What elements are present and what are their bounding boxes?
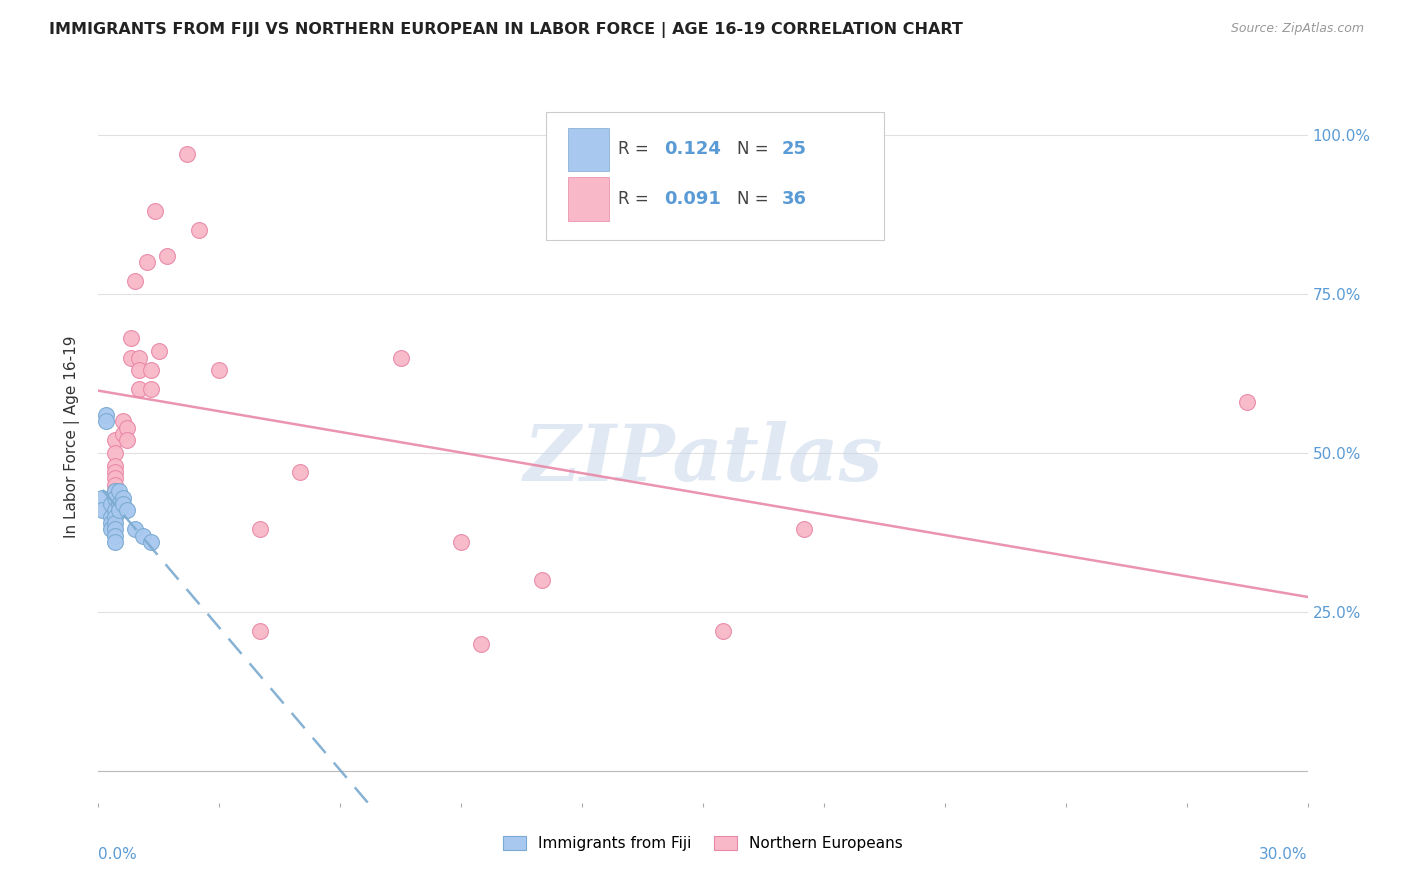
Text: 36: 36: [782, 190, 807, 208]
Point: [91, 491, 114, 505]
Point: [128, 383, 150, 397]
Point: [120, 351, 142, 365]
Point: [100, 522, 122, 536]
Point: [450, 535, 472, 549]
FancyBboxPatch shape: [546, 112, 884, 240]
Point: [124, 274, 146, 288]
Point: [176, 147, 198, 161]
Point: [107, 503, 129, 517]
Point: [100, 497, 122, 511]
Point: [103, 522, 125, 536]
Point: [470, 637, 492, 651]
Point: [103, 465, 125, 479]
Point: [103, 516, 125, 530]
Point: [148, 344, 170, 359]
Text: R =: R =: [619, 140, 654, 158]
Point: [100, 509, 122, 524]
Point: [103, 535, 125, 549]
Point: [111, 491, 134, 505]
Text: N =: N =: [737, 140, 773, 158]
Point: [100, 516, 122, 530]
Y-axis label: In Labor Force | Age 16-19: In Labor Force | Age 16-19: [63, 335, 80, 539]
Point: [111, 426, 134, 441]
Point: [139, 535, 162, 549]
Point: [96, 414, 118, 428]
Text: IMMIGRANTS FROM FIJI VS NORTHERN EUROPEAN IN LABOR FORCE | AGE 16-19 CORRELATION: IMMIGRANTS FROM FIJI VS NORTHERN EUROPEA…: [49, 22, 963, 38]
Point: [115, 420, 138, 434]
Text: 0.091: 0.091: [664, 190, 721, 208]
Point: [103, 484, 125, 499]
Point: [128, 363, 150, 377]
Point: [208, 363, 231, 377]
Point: [103, 509, 125, 524]
Text: R =: R =: [619, 190, 654, 208]
Legend: Immigrants from Fiji, Northern Europeans: Immigrants from Fiji, Northern Europeans: [496, 830, 910, 857]
Point: [120, 331, 142, 345]
Text: 0.0%: 0.0%: [98, 847, 138, 862]
Point: [103, 471, 125, 485]
Point: [111, 497, 134, 511]
Point: [103, 446, 125, 460]
Point: [103, 458, 125, 473]
Point: [188, 223, 211, 237]
Point: [288, 465, 311, 479]
Point: [107, 497, 129, 511]
Point: [107, 484, 129, 499]
Point: [111, 414, 134, 428]
Point: [103, 477, 125, 491]
Point: [103, 491, 125, 505]
Point: [1236, 395, 1258, 409]
Point: [115, 434, 138, 448]
Point: [711, 624, 734, 638]
Point: [124, 522, 146, 536]
Point: [103, 484, 125, 499]
Point: [96, 408, 118, 422]
Point: [793, 522, 815, 536]
Point: [156, 249, 179, 263]
FancyBboxPatch shape: [568, 178, 609, 220]
Point: [143, 204, 166, 219]
FancyBboxPatch shape: [568, 128, 609, 170]
Text: 30.0%: 30.0%: [1260, 847, 1308, 862]
Point: [249, 522, 271, 536]
Text: N =: N =: [737, 190, 773, 208]
Point: [103, 434, 125, 448]
Point: [530, 573, 553, 587]
Point: [132, 529, 155, 543]
Point: [389, 351, 412, 365]
Text: ZIPatlas: ZIPatlas: [523, 421, 883, 497]
Text: 25: 25: [782, 140, 807, 158]
Point: [103, 503, 125, 517]
Point: [91, 503, 114, 517]
Point: [139, 363, 162, 377]
Point: [135, 255, 157, 269]
Text: 0.124: 0.124: [664, 140, 721, 158]
Point: [139, 383, 162, 397]
Text: Source: ZipAtlas.com: Source: ZipAtlas.com: [1230, 22, 1364, 36]
Point: [128, 351, 150, 365]
Point: [115, 503, 138, 517]
Point: [249, 624, 271, 638]
Point: [103, 529, 125, 543]
